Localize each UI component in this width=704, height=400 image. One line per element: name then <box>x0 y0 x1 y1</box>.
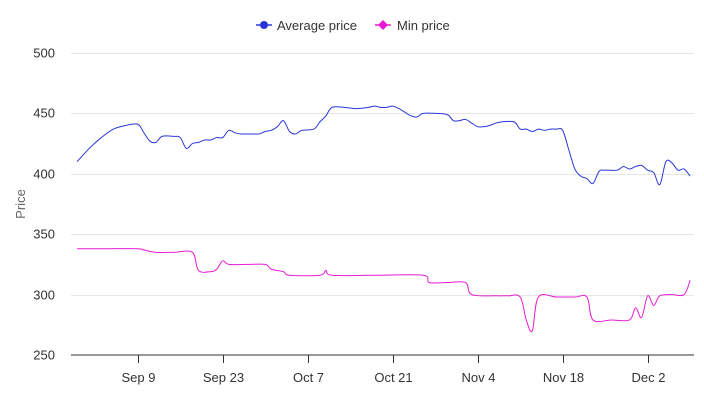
series-line-min-price <box>77 248 691 333</box>
y-tick-label: 450 <box>33 106 55 121</box>
x-tick-label: Nov 4 <box>462 370 496 385</box>
y-tick-label: 400 <box>33 167 55 182</box>
gridlines <box>71 53 694 296</box>
legend-label-min-price: Min price <box>397 18 450 33</box>
y-tick-label: 250 <box>33 348 55 363</box>
x-tick-label: Nov 18 <box>543 370 584 385</box>
chart-legend[interactable]: Average price Min price <box>256 18 450 33</box>
x-axis-ticks: Sep 9 Sep 23 Oct 7 Oct 21 Nov 4 Nov 18 Dec 2 <box>122 355 666 385</box>
x-tick-label: Oct 7 <box>293 370 324 385</box>
series-lines <box>76 105 691 333</box>
legend-label-average-price: Average price <box>277 18 357 33</box>
y-tick-label: 500 <box>33 46 55 61</box>
legend-item-average-price[interactable]: Average price <box>256 18 357 33</box>
y-tick-label: 300 <box>33 288 55 303</box>
legend-marker-min-price <box>378 20 388 30</box>
legend-marker-average-price <box>260 21 268 29</box>
y-axis-title: Price <box>13 189 28 219</box>
x-tick-label: Dec 2 <box>632 370 666 385</box>
legend-item-min-price[interactable]: Min price <box>375 18 450 33</box>
y-axis-tick-labels: 250 300 350 400 450 500 <box>33 46 55 363</box>
x-tick-label: Sep 23 <box>203 370 244 385</box>
y-tick-label: 350 <box>33 227 55 242</box>
x-tick-label: Sep 9 <box>122 370 156 385</box>
series-line-average-price <box>76 105 691 186</box>
x-tick-label: Oct 21 <box>374 370 412 385</box>
